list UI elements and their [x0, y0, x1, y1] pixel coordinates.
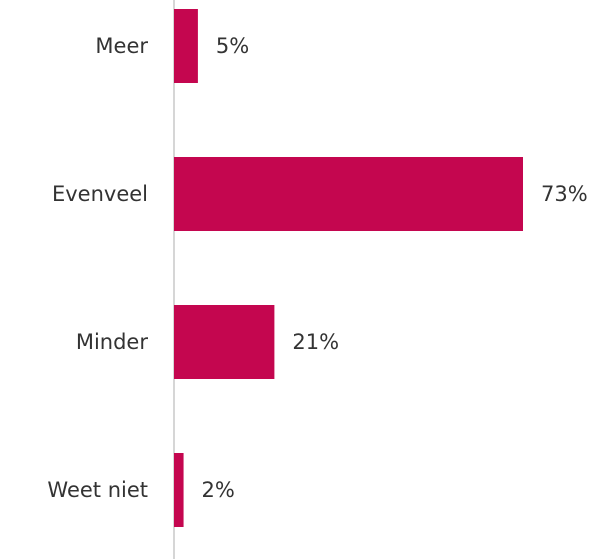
- bar-meer: [174, 9, 198, 83]
- bar-weet-niet: [174, 453, 184, 527]
- category-label: Weet niet: [47, 478, 148, 502]
- bar-evenveel: [174, 157, 523, 231]
- category-label: Meer: [95, 34, 148, 58]
- bar-minder: [174, 305, 274, 379]
- bars-group: [174, 9, 523, 527]
- value-label: 73%: [541, 182, 588, 206]
- category-label: Evenveel: [52, 182, 148, 206]
- value-label: 5%: [216, 34, 249, 58]
- value-label: 2%: [202, 478, 235, 502]
- category-label: Minder: [76, 330, 149, 354]
- value-labels-group: 5% 73% 21% 2%: [202, 34, 588, 502]
- category-labels-group: Meer Evenveel Minder Weet niet: [47, 34, 148, 502]
- value-label: 21%: [292, 330, 339, 354]
